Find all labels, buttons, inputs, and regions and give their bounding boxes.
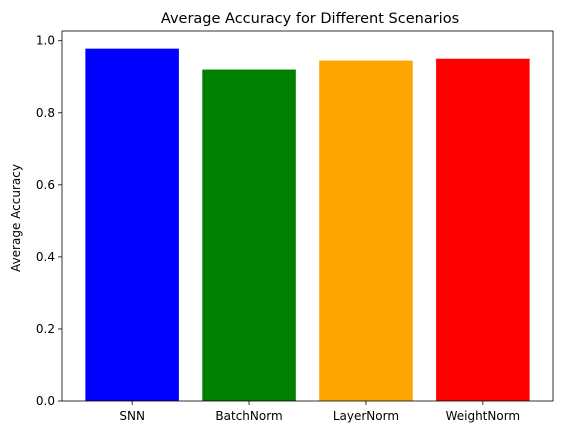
bar-layernorm <box>319 60 413 401</box>
y-tick-label: 0.6 <box>36 178 55 192</box>
x-tick-label: WeightNorm <box>446 409 521 423</box>
y-tick-label: 0.0 <box>36 394 55 408</box>
y-tick-label: 0.8 <box>36 106 55 120</box>
bar-batchnorm <box>202 69 296 402</box>
y-tick-label: 0.2 <box>36 322 55 336</box>
bar-snn <box>85 48 179 402</box>
y-tick-label: 0.4 <box>36 250 55 264</box>
y-axis-label: Average Accuracy <box>9 164 23 272</box>
bar-weightnorm <box>436 58 530 401</box>
x-tick-label: BatchNorm <box>215 409 282 423</box>
x-tick-label: SNN <box>119 409 145 423</box>
y-tick-label: 1.0 <box>36 34 55 48</box>
x-tick-label: LayerNorm <box>333 409 399 423</box>
chart-title: Average Accuracy for Different Scenarios <box>161 11 459 27</box>
plot-area: 0.0 0.2 0.4 0.6 0.8 1.0 SNN BatchNorm LayerNorm W… <box>36 30 554 423</box>
plot-frame <box>61 30 554 402</box>
